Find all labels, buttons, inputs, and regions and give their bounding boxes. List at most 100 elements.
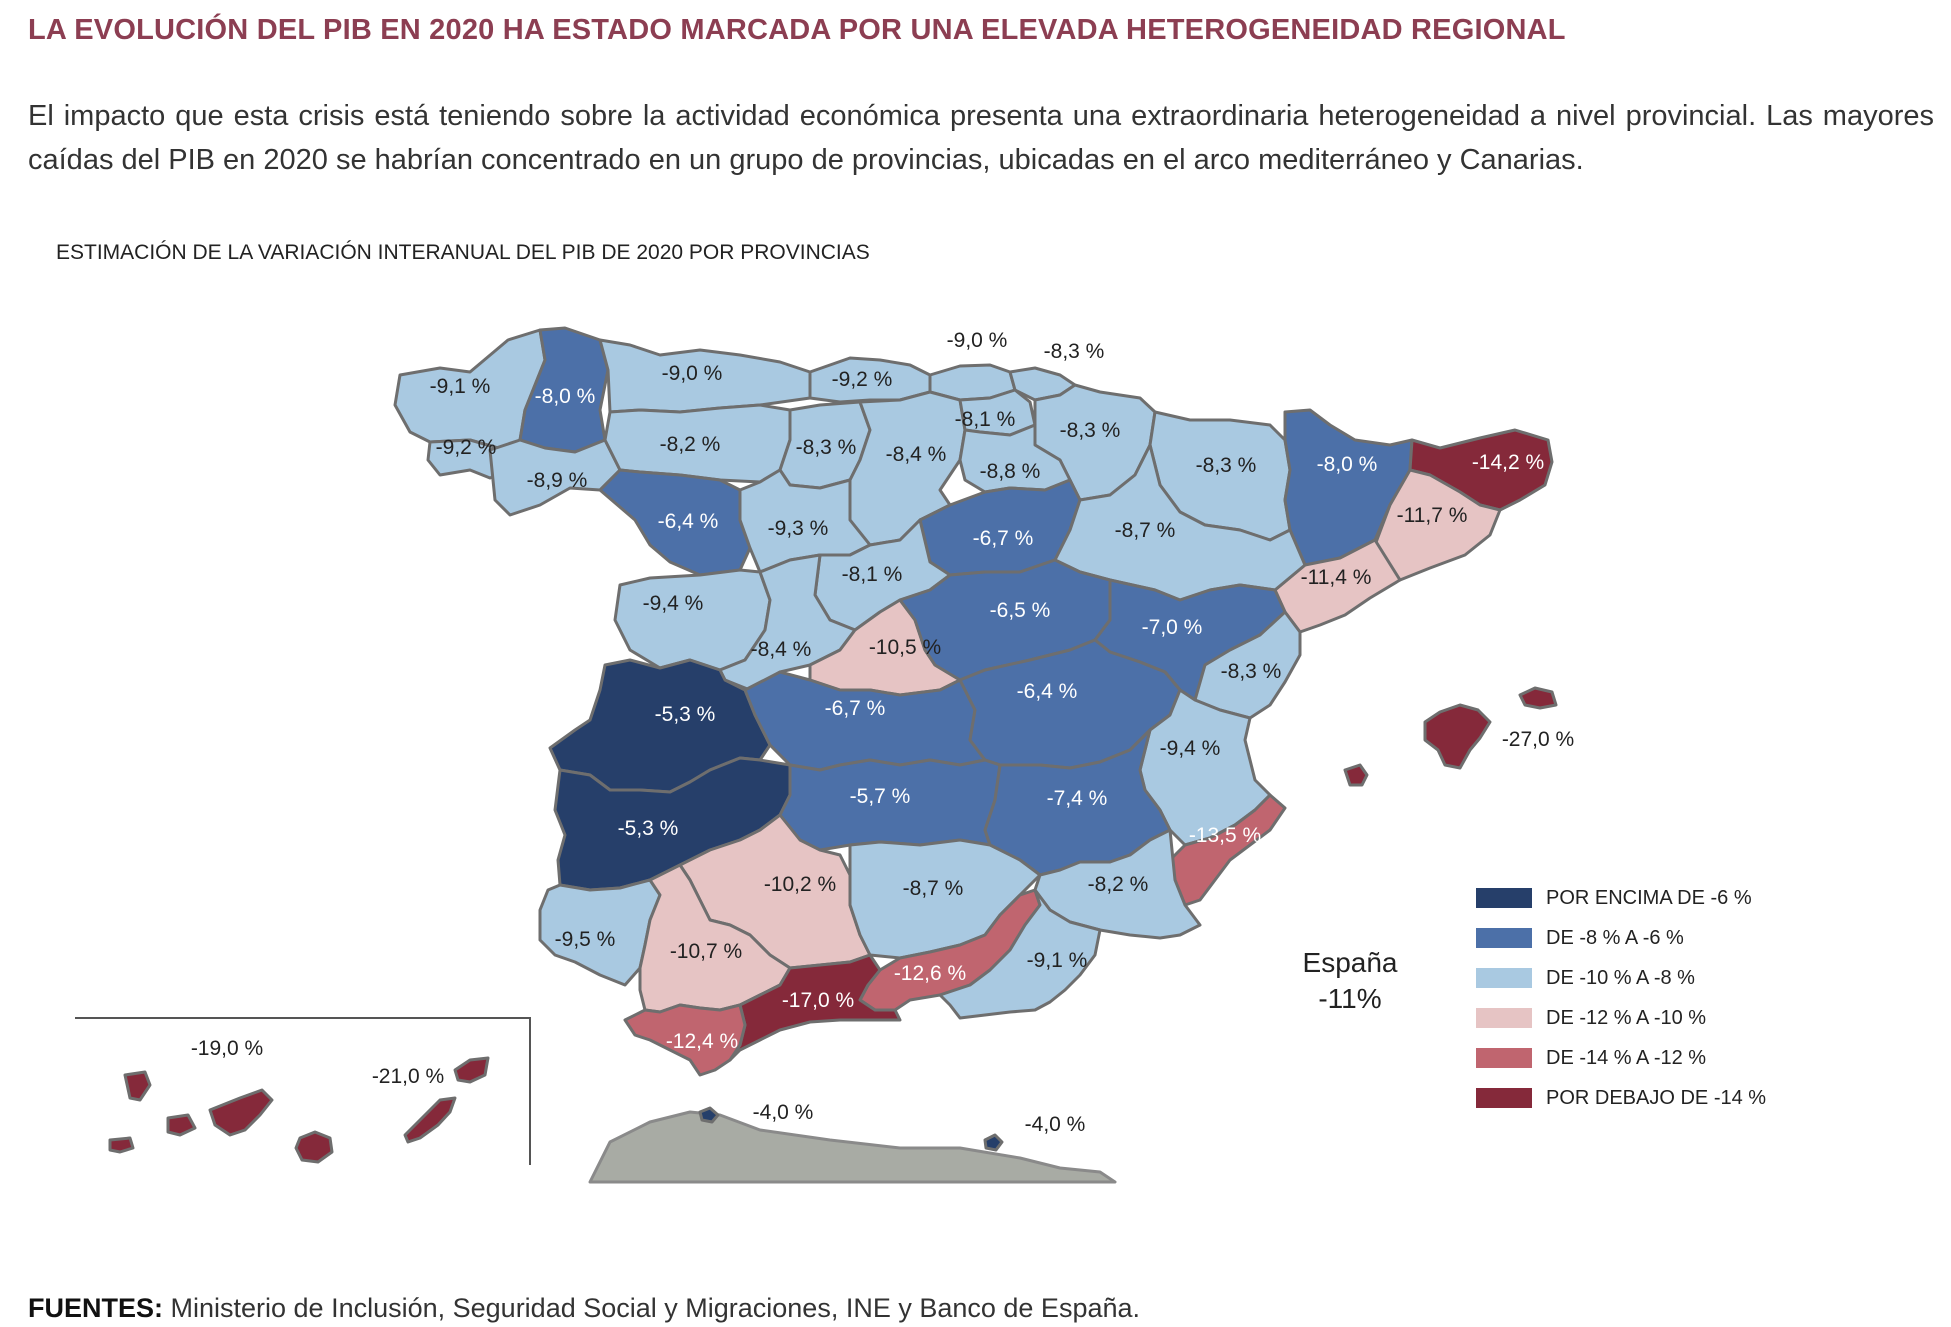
map-title: ESTIMACIÓN DE LA VARIACIÓN INTERANUAL DE… <box>56 241 870 264</box>
label-salamanca: -9,4 % <box>643 592 704 615</box>
label-rioja: -8,8 % <box>980 460 1041 483</box>
national-value: -11% <box>1318 983 1382 1014</box>
region-menorca <box>1518 686 1558 710</box>
label-alicante: -13,5 % <box>1189 824 1261 847</box>
label-granada: -12,6 % <box>894 962 966 985</box>
label-asturias: -9,0 % <box>662 362 723 385</box>
region-mallorca <box>1423 703 1492 770</box>
label-leon: -8,2 % <box>660 433 721 456</box>
region-las-palmas-island-3 <box>453 1056 490 1084</box>
region-ibiza <box>1343 763 1369 787</box>
sources-text: Ministerio de Inclusión, Seguridad Socia… <box>163 1293 1141 1323</box>
legend-label: DE -12 % A -10 % <box>1546 1006 1707 1029</box>
label-malaga: -17,0 % <box>782 989 854 1012</box>
label-caceres: -5,3 % <box>655 703 716 726</box>
label-ourense: -8,9 % <box>527 469 588 492</box>
label-albacete: -7,4 % <box>1047 787 1108 810</box>
label-ciudad-real: -5,7 % <box>850 785 911 808</box>
label-lugo: -8,0 % <box>535 385 596 408</box>
label-pontevedra: -9,2 % <box>436 436 497 459</box>
label-avila: -8,4 % <box>751 638 812 661</box>
legend-swatch <box>1476 888 1532 908</box>
region-tenerife-island-4 <box>208 1088 274 1137</box>
label-cordoba: -10,2 % <box>764 873 836 896</box>
canarias-inset-frame <box>75 1017 531 1165</box>
label-castellon: -8,3 % <box>1221 660 1282 683</box>
label-barcelona: -11,7 % <box>1397 504 1468 527</box>
legend-swatch <box>1476 1048 1532 1068</box>
region-tenerife-island-3 <box>166 1113 197 1137</box>
legend-swatch <box>1476 928 1532 948</box>
label-soria: -6,7 % <box>973 527 1034 550</box>
legend-label: POR ENCIMA DE -6 % <box>1546 886 1752 909</box>
label-vizcaya: -9,0 % <box>947 329 1008 352</box>
label-cadiz: -12,4 % <box>666 1030 738 1053</box>
label-murcia: -8,2 % <box>1088 873 1149 896</box>
region-tenerife-island-2 <box>108 1136 135 1154</box>
label-guadalajara: -6,5 % <box>990 599 1051 622</box>
label-cuenca: -6,4 % <box>1017 680 1078 703</box>
national-total: España -11% <box>1290 945 1410 1017</box>
label-huesca: -8,3 % <box>1196 454 1257 477</box>
legend-label: POR DEBAJO DE -14 % <box>1546 1086 1767 1109</box>
national-name: España <box>1302 947 1398 978</box>
intro-paragraph: El impacto que esta crisis está teniendo… <box>28 100 1934 176</box>
region-huelva <box>538 878 662 987</box>
label-sevilla: -10,7 % <box>670 940 742 963</box>
legend-item: DE -8 % A -6 % <box>1476 922 1766 954</box>
legend-item: DE -12 % A -10 % <box>1476 1002 1766 1034</box>
legend-swatch <box>1476 968 1532 988</box>
legend-label: DE -14 % A -12 % <box>1546 1046 1707 1069</box>
label-toledo: -6,7 % <box>825 697 886 720</box>
label-valladolid: -9,3 % <box>768 517 829 540</box>
label-zamora: -6,4 % <box>658 510 719 533</box>
label-segovia: -8,1 % <box>842 563 903 586</box>
legend-label: DE -8 % A -6 % <box>1546 926 1684 949</box>
label-baleares: -27,0 % <box>1502 728 1574 751</box>
legend-item: DE -14 % A -12 % <box>1476 1042 1766 1074</box>
region-las-palmas-island-2 <box>403 1096 457 1144</box>
legend-label: DE -10 % A -8 % <box>1546 966 1695 989</box>
region-las-palmas-island-1 <box>294 1130 334 1164</box>
label-madrid: -10,5 % <box>869 636 941 659</box>
label-tarragona: -11,4 % <box>1301 566 1372 589</box>
label-lleida: -8,0 % <box>1317 453 1378 476</box>
label-teruel: -7,0 % <box>1142 616 1203 639</box>
sources-note: FUENTES: Ministerio de Inclusión, Seguri… <box>28 1293 1140 1324</box>
africa-coast <box>588 1110 1117 1184</box>
map-value-labels: -9,1 % -8,0 % -9,2 % -8,9 % -9,0 % -9,2 … <box>191 329 1574 1136</box>
legend-swatch <box>1476 1008 1532 1028</box>
region-avila <box>718 553 857 692</box>
label-las-palmas: -21,0 % <box>372 1065 444 1088</box>
region-tenerife-island-1 <box>123 1070 152 1102</box>
label-tenerife: -19,0 % <box>191 1037 263 1060</box>
label-girona: -14,2 % <box>1472 451 1544 474</box>
legend-swatch <box>1476 1088 1532 1108</box>
sources-prefix: FUENTES: <box>28 1293 163 1323</box>
legend-item: POR DEBAJO DE -14 % <box>1476 1082 1766 1114</box>
region-almeria <box>938 888 1102 1020</box>
label-valencia: -9,4 % <box>1160 737 1221 760</box>
region-ceuta <box>698 1106 720 1124</box>
label-jaen: -8,7 % <box>903 877 964 900</box>
label-burgos: -8,4 % <box>886 443 947 466</box>
label-badajoz: -5,3 % <box>618 817 679 840</box>
label-melilla: -4,0 % <box>1025 1113 1086 1136</box>
label-alava: -8,1 % <box>955 408 1016 431</box>
label-huelva: -9,5 % <box>555 928 616 951</box>
label-almeria: -9,1 % <box>1027 949 1088 972</box>
region-melilla <box>983 1133 1004 1152</box>
legend-item: POR ENCIMA DE -6 % <box>1476 882 1766 914</box>
label-zaragoza: -8,7 % <box>1115 519 1176 542</box>
label-guipuzcoa: -8,3 % <box>1044 340 1105 363</box>
headline: LA EVOLUCIÓN DEL PIB EN 2020 HA ESTADO M… <box>28 14 1566 46</box>
label-palencia: -8,3 % <box>796 436 857 459</box>
label-galicia-west: -9,1 % <box>430 375 491 398</box>
region-cadiz <box>623 1003 747 1077</box>
label-cantabria: -9,2 % <box>832 368 893 391</box>
legend-item: DE -10 % A -8 % <box>1476 962 1766 994</box>
label-ceuta: -4,0 % <box>753 1101 814 1124</box>
legend: POR ENCIMA DE -6 % DE -8 % A -6 % DE -10… <box>1476 882 1766 1122</box>
